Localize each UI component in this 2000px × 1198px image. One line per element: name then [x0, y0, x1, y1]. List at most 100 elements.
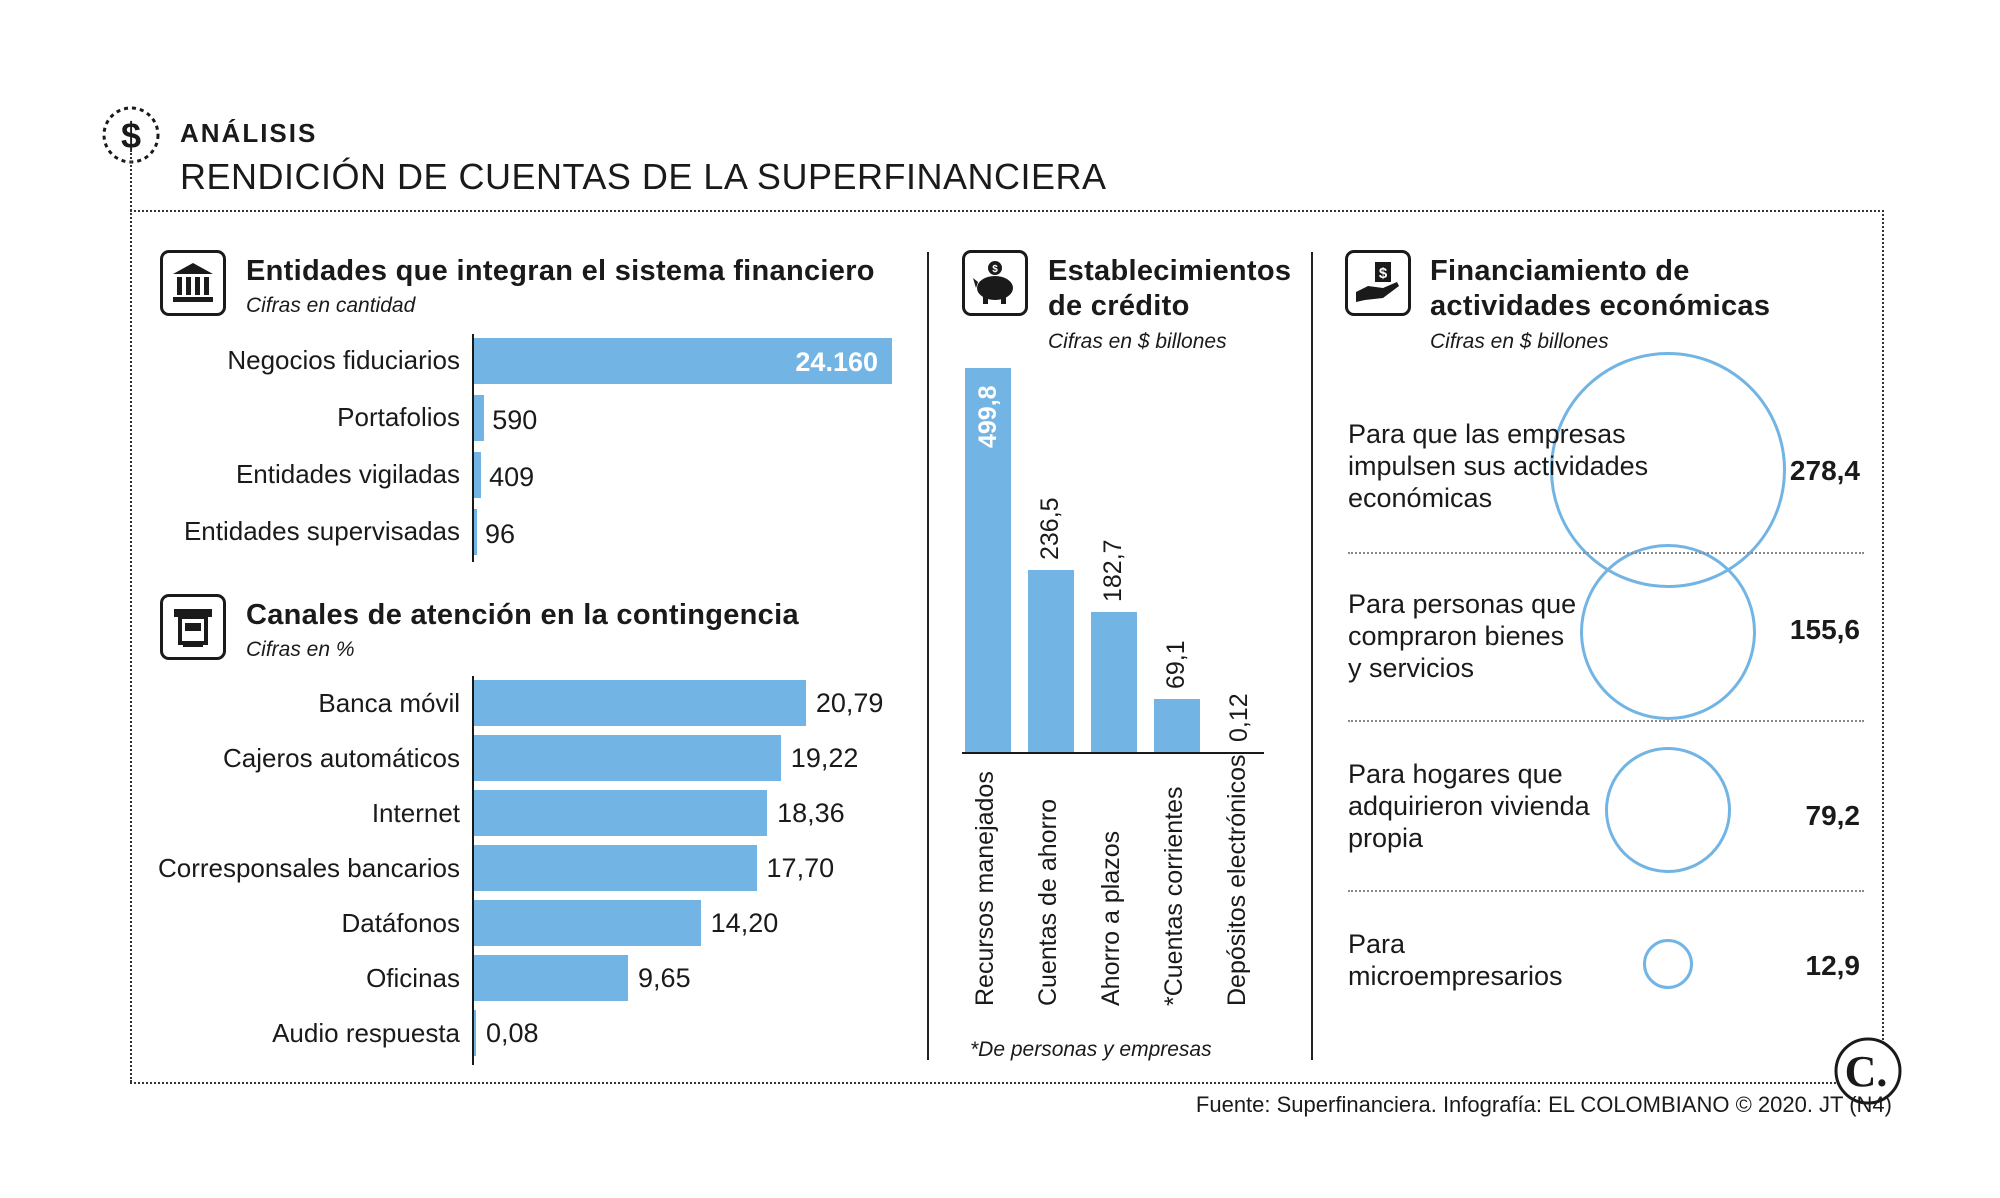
canales-value-label: 17,70 — [766, 853, 835, 883]
financiamiento-circle — [1579, 543, 1757, 721]
establecimientos-value-label: 499,8 — [974, 385, 1002, 448]
section-establecimientos-title: Establecimientos de crédito — [1048, 254, 1291, 324]
canales-category-label: Oficinas — [366, 963, 460, 993]
svg-text:$: $ — [992, 264, 998, 275]
financiamiento-label-line: Para que las empresas — [1348, 419, 1626, 449]
section-canales-subtitle: Cifras en % — [246, 638, 355, 661]
section-entidades-title: Entidades que integran el sistema financ… — [246, 255, 875, 287]
financiamiento-label-line: y servicios — [1348, 653, 1475, 683]
financiamiento-label-line: económicas — [1348, 483, 1493, 513]
financiamiento-label-line: compraron bienes — [1348, 621, 1565, 651]
canales-category-label: Datáfonos — [341, 908, 460, 938]
entidades-bar — [474, 395, 485, 441]
establecimientos-category-label: Ahorro a plazos — [1097, 830, 1125, 1006]
canales-category-label: Cajeros automáticos — [223, 743, 460, 773]
establecimientos-category-label: Cuentas de ahorro — [1034, 798, 1062, 1006]
entidades-bar — [474, 509, 477, 555]
svg-text:$: $ — [1379, 265, 1388, 282]
financiamiento-label-line: Para personas que — [1348, 589, 1577, 619]
canales-bar — [474, 680, 806, 726]
infographic-frame-left — [130, 150, 132, 1082]
entidades-value-label: 590 — [492, 405, 538, 435]
piggy-bank-icon-box: $ — [962, 250, 1028, 316]
financiamiento-separator — [1348, 890, 1864, 892]
financiamiento-category-label: Para personas que compraron bienes y servi… — [1348, 588, 1576, 684]
svg-text:$: $ — [121, 115, 141, 156]
establecimientos-category-label: *Cuentas corrientes — [1160, 786, 1188, 1006]
financiamiento-separator — [1348, 552, 1864, 554]
establecimientos-value-label: 0,12 — [1225, 693, 1253, 742]
canales-bar — [474, 955, 629, 1001]
canales-category-label: Corresponsales bancarios — [157, 853, 460, 883]
page-title: RENDICIÓN DE CUENTAS DE LA SUPERFINANCIE… — [180, 156, 1107, 197]
title-line-1: Financiamiento de — [1430, 255, 1690, 287]
financiamiento-label-line: Para — [1348, 929, 1406, 959]
divider-2 — [1311, 252, 1313, 1060]
financiamiento-label-line: impulsen sus actividades — [1348, 451, 1649, 481]
establecimientos-bar — [1091, 611, 1137, 752]
canales-value-label: 0,08 — [486, 1018, 539, 1048]
section-financiamiento-title: Financiamiento de actividades económicas — [1430, 254, 1770, 324]
section-entidades-subtitle: Cifras en cantidad — [246, 294, 416, 317]
hand-money-icon: $ — [1356, 262, 1399, 302]
financiamiento-category-label: Para microempresarios — [1348, 928, 1563, 992]
financiamiento-label-line: propia — [1348, 823, 1424, 853]
entidades-value-label: 24.160 — [795, 347, 878, 377]
bank-icon — [173, 263, 213, 302]
financiamiento-circle — [1642, 938, 1694, 990]
el-colombiano-logo-icon: C. — [1834, 1037, 1902, 1105]
canales-bar — [474, 1010, 476, 1056]
section-financiamiento-subtitle: Cifras en $ billones — [1430, 330, 1609, 353]
establecimientos-bar — [965, 368, 1011, 752]
infographic-frame — [130, 210, 1884, 1084]
canales-value-label: 9,65 — [638, 963, 691, 993]
financiamiento-label-line: microempresarios — [1348, 961, 1563, 991]
bank-icon-box — [160, 250, 226, 316]
entidades-bar — [474, 338, 892, 384]
canales-bar — [474, 790, 768, 836]
entidades-value-label: 409 — [489, 462, 535, 492]
logo: C. — [1833, 1036, 1903, 1106]
establecimientos-value-label: 182,7 — [1099, 539, 1127, 602]
canales-value-label: 19,22 — [790, 743, 859, 773]
title-line-1: Establecimientos — [1048, 255, 1292, 287]
title-line-2: actividades económicas — [1430, 290, 1771, 322]
canales-value-label: 20,79 — [815, 688, 884, 718]
financiamiento-category-label: Para hogares que adquirieron vivienda prop… — [1348, 758, 1590, 854]
divider-1 — [927, 252, 929, 1060]
canales-category-label: Audio respuesta — [272, 1018, 460, 1048]
hand-money-icon-box: $ — [1345, 250, 1411, 316]
financiamiento-value-label: 12,9 — [1805, 950, 1861, 981]
entidades-value-label: 96 — [485, 519, 516, 549]
financiamiento-separator — [1348, 720, 1864, 722]
section-establecimientos-subtitle: Cifras en $ billones — [1048, 330, 1227, 353]
footnote: *De personas y empresas — [970, 1038, 1212, 1061]
canales-axis — [472, 676, 474, 1065]
canales-bar — [474, 845, 757, 891]
entidades-category-label: Entidades supervisadas — [183, 516, 460, 546]
source-credit: Fuente: Superfinanciera. Infografía: EL … — [1195, 1092, 1892, 1117]
financiamiento-label-line: adquirieron vivienda — [1348, 791, 1590, 821]
establecimientos-baseline — [962, 752, 1264, 754]
svg-text:C.: C. — [1845, 1047, 1888, 1096]
entidades-bar — [474, 452, 482, 498]
canales-bar — [474, 735, 781, 781]
financiamiento-circle — [1605, 747, 1731, 873]
entidades-category-label: Entidades vigiladas — [235, 459, 460, 489]
entidades-category-label: Negocios fiduciarios — [227, 345, 460, 375]
financiamiento-label-line: Para hogares que — [1348, 759, 1563, 789]
atm-icon — [174, 609, 212, 647]
establecimientos-value-label: 69,1 — [1162, 640, 1190, 689]
financiamiento-category-label: Para que las empresas impulsen sus activi… — [1348, 418, 1648, 514]
establecimientos-category-label: Depósitos electrónicos — [1223, 754, 1251, 1006]
financiamiento-value-label: 278,4 — [1789, 455, 1860, 486]
establecimientos-category-label: Recursos manejados — [971, 771, 999, 1006]
canales-category-label: Internet — [371, 798, 460, 828]
canales-value-label: 18,36 — [777, 798, 845, 828]
canales-value-label: 14,20 — [710, 908, 779, 938]
section-canales-title: Canales de atención en la contingencia — [246, 599, 799, 631]
canales-category-label: Banca móvil — [318, 688, 460, 718]
establecimientos-value-label: 236,5 — [1036, 497, 1064, 561]
piggy-bank-icon: $ — [973, 261, 1013, 304]
title-line-2: de crédito — [1048, 290, 1190, 322]
